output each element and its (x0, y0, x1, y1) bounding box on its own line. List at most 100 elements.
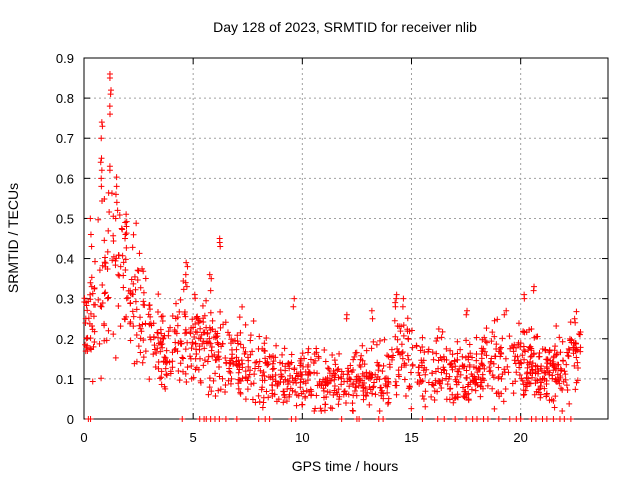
data-point (330, 392, 337, 399)
data-point (224, 329, 231, 336)
data-point (305, 349, 312, 356)
data-point (150, 333, 157, 340)
data-point (336, 350, 343, 357)
data-point (330, 368, 337, 375)
data-point (320, 387, 327, 394)
data-point (183, 379, 190, 386)
data-point (465, 396, 472, 403)
data-point (477, 393, 484, 400)
data-point (366, 401, 373, 408)
data-point (106, 163, 113, 170)
data-point (179, 416, 186, 422)
data-point (368, 307, 375, 314)
data-point (209, 317, 216, 324)
data-point (98, 119, 105, 126)
data-point (98, 135, 105, 142)
data-point (237, 390, 244, 397)
data-point (95, 296, 102, 303)
data-point (169, 349, 176, 356)
data-point (155, 291, 162, 298)
data-point (113, 183, 120, 190)
data-point (233, 416, 240, 422)
data-point (136, 250, 143, 257)
data-point (106, 75, 113, 82)
data-point (115, 302, 122, 309)
data-point (483, 325, 490, 332)
data-point (573, 379, 580, 386)
data-point (376, 376, 383, 383)
data-point (252, 359, 259, 366)
data-point (283, 398, 290, 405)
data-point (389, 354, 396, 361)
data-point (89, 290, 96, 297)
data-point (216, 239, 223, 246)
data-point (102, 254, 109, 261)
data-point (157, 339, 164, 346)
data-point (483, 339, 490, 346)
data-point (244, 354, 251, 361)
data-point (385, 353, 392, 360)
data-point (423, 366, 430, 373)
data-point (449, 351, 456, 358)
data-point (474, 369, 481, 376)
data-point (235, 385, 242, 392)
data-point (110, 237, 117, 244)
data-point (406, 383, 413, 390)
data-point (533, 333, 540, 340)
data-point (106, 103, 113, 110)
data-point (115, 271, 122, 278)
data-point (463, 337, 470, 344)
data-point (501, 366, 508, 373)
data-point (549, 372, 556, 379)
data-point (567, 416, 574, 422)
data-point (386, 361, 393, 368)
data-point (177, 296, 184, 303)
data-point (513, 344, 520, 351)
data-point (420, 395, 427, 402)
data-point (116, 212, 123, 219)
data-point (416, 364, 423, 371)
data-point (325, 379, 332, 386)
data-point (397, 328, 404, 335)
data-point (551, 404, 558, 411)
data-point (236, 366, 243, 373)
data-point (430, 356, 437, 363)
data-point (99, 123, 106, 130)
data-point (116, 272, 123, 279)
data-point (127, 290, 134, 297)
data-point (286, 391, 293, 398)
data-point (527, 369, 534, 376)
data-point (266, 353, 273, 360)
data-point (146, 306, 153, 313)
data-point (335, 401, 342, 408)
data-point (222, 389, 229, 396)
data-point (331, 357, 338, 364)
data-point (132, 286, 139, 293)
data-point (369, 371, 376, 378)
data-point (263, 388, 270, 395)
data-point (378, 392, 385, 399)
data-point (110, 331, 117, 338)
data-point (222, 381, 229, 388)
data-point (302, 394, 309, 401)
data-point (443, 356, 450, 363)
data-point (197, 325, 204, 332)
data-point (537, 365, 544, 372)
data-point (392, 303, 399, 310)
data-point (110, 232, 117, 239)
data-point (96, 267, 103, 274)
data-point (181, 311, 188, 318)
data-point (472, 387, 479, 394)
data-point (481, 365, 488, 372)
data-point (297, 376, 304, 383)
data-point (335, 386, 342, 393)
data-point (469, 354, 476, 361)
data-point (564, 349, 571, 356)
data-point (563, 382, 570, 389)
data-point (516, 364, 523, 371)
data-point (313, 392, 320, 399)
data-point (358, 352, 365, 359)
x-tick-label: 10 (295, 430, 309, 445)
data-point (196, 355, 203, 362)
data-point (139, 359, 146, 366)
